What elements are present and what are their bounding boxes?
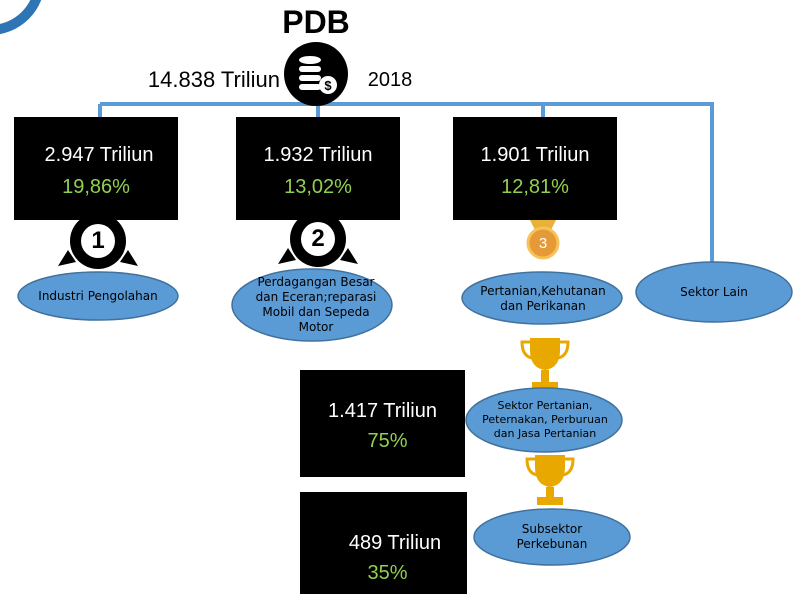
decor-circle bbox=[0, 0, 42, 35]
sector-box bbox=[453, 117, 617, 220]
other-label: Sektor Lain bbox=[680, 284, 748, 299]
subsector-share: 35% bbox=[367, 561, 408, 584]
trophy bbox=[520, 338, 570, 390]
sector-label: Industri Pengolahan bbox=[38, 288, 158, 303]
total: 14.838 Triliun bbox=[147, 67, 280, 92]
connector-lines bbox=[98, 102, 714, 265]
rank: 1 bbox=[91, 227, 105, 254]
pdb-icon: $ bbox=[284, 42, 348, 106]
subsector-share: 75% bbox=[367, 429, 408, 452]
svg-text:$: $ bbox=[324, 78, 332, 93]
other-ellipse bbox=[635, 261, 793, 323]
subsector-box bbox=[300, 492, 467, 594]
sector-share: 19,86% bbox=[62, 175, 130, 198]
subsector-label: Subsektor Perkebunan bbox=[516, 522, 588, 551]
sector-ellipse bbox=[17, 271, 179, 321]
sector-label: Perdagangan Besar dan Eceran;reparasi Mo… bbox=[255, 275, 377, 334]
sector-ellipse bbox=[461, 271, 623, 325]
medal bbox=[58, 213, 138, 269]
sector-amount: 1.932 Triliun bbox=[263, 143, 373, 166]
subsector-ellipse bbox=[473, 508, 631, 566]
title: PDB bbox=[282, 3, 350, 40]
subsector-amount: 489 Triliun bbox=[348, 531, 442, 554]
sector-ellipse bbox=[231, 268, 393, 342]
trophy bbox=[525, 455, 575, 505]
subsector-label: Sektor Pertanian, Peternakan, Perburuan … bbox=[482, 399, 608, 440]
medal bbox=[526, 220, 560, 260]
sector-amount: 2.947 Triliun bbox=[44, 143, 154, 166]
year: 2018 bbox=[367, 68, 413, 91]
subsector-ellipse bbox=[465, 387, 623, 453]
rank: 2 bbox=[311, 225, 325, 252]
sector-share: 12,81% bbox=[501, 175, 569, 198]
sector-amount: 1.901 Triliun bbox=[480, 143, 590, 166]
rank: 3 bbox=[538, 234, 548, 252]
sector-box bbox=[14, 117, 178, 220]
subsector-amount: 1.417 Triliun bbox=[328, 399, 437, 422]
medal bbox=[278, 211, 358, 267]
sector-label: Pertanian,Kehutanan dan Perikanan bbox=[480, 284, 606, 313]
sector-box bbox=[236, 117, 400, 220]
subsector-box bbox=[300, 370, 465, 477]
sector-share: 13,02% bbox=[284, 175, 352, 198]
